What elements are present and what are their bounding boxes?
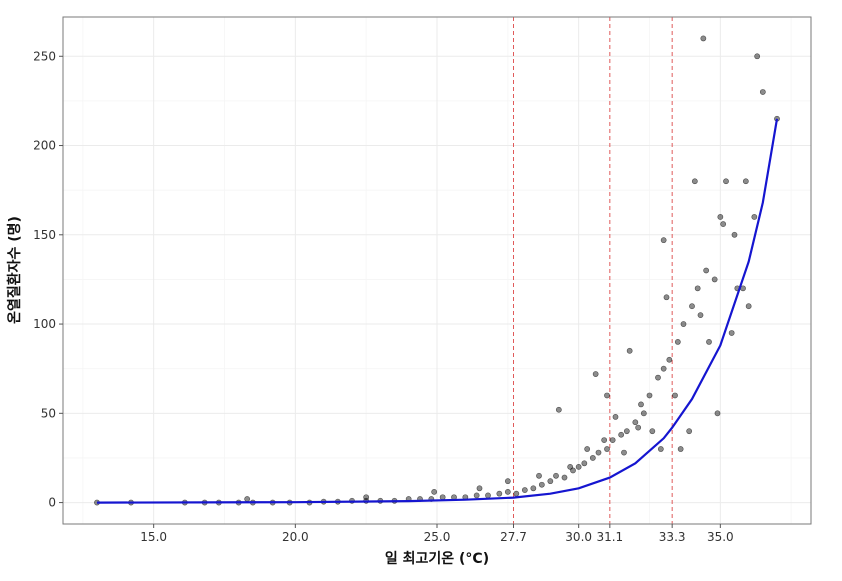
- data-point: [742, 178, 749, 185]
- data-point: [728, 330, 735, 336]
- data-point: [584, 446, 591, 452]
- data-point: [759, 89, 766, 95]
- data-point: [439, 494, 446, 501]
- x-tick-label: 27.7: [500, 530, 527, 544]
- data-point: [674, 339, 681, 345]
- data-point: [536, 472, 542, 479]
- data-point: [731, 231, 738, 238]
- data-point: [666, 356, 673, 363]
- data-point: [431, 488, 438, 495]
- data-point: [363, 494, 370, 501]
- y-tick-label: 200: [33, 139, 56, 153]
- x-tick-label: 33.3: [659, 530, 686, 544]
- data-point: [496, 490, 503, 497]
- data-point: [604, 392, 610, 399]
- data-point: [680, 321, 687, 327]
- data-point: [623, 428, 630, 435]
- data-point: [538, 481, 545, 488]
- x-axis-title: 일 최고기온 (°C): [385, 551, 489, 567]
- data-point: [714, 410, 721, 417]
- data-point: [745, 303, 752, 310]
- data-point: [621, 449, 627, 456]
- x-tick-label: 20.0: [282, 530, 309, 544]
- data-point: [649, 428, 656, 435]
- data-point: [655, 374, 661, 381]
- data-point: [754, 53, 761, 60]
- data-point: [697, 312, 704, 319]
- data-point: [672, 392, 678, 399]
- x-tick-label: 25.0: [424, 530, 451, 544]
- data-point: [561, 474, 568, 481]
- data-point: [663, 294, 670, 301]
- data-point: [632, 419, 639, 426]
- data-point: [595, 449, 602, 456]
- fit-curve: [96, 118, 779, 504]
- data-point: [604, 446, 610, 452]
- y-axis-title: 온열질환자수 (명): [6, 216, 23, 324]
- data-point: [720, 221, 727, 227]
- data-point: [618, 431, 625, 438]
- data-point: [703, 267, 710, 274]
- x-tick-label: 35.0: [707, 530, 734, 544]
- data-point: [476, 485, 483, 492]
- data-point: [626, 347, 633, 354]
- data-point: [686, 428, 693, 435]
- data-point: [723, 178, 729, 185]
- data-point: [711, 276, 718, 283]
- data-point: [530, 485, 537, 492]
- data-point: [592, 371, 599, 377]
- data-point: [521, 487, 528, 493]
- data-point: [751, 214, 758, 220]
- x-tick-label: 15.0: [140, 530, 167, 544]
- data-point: [677, 446, 684, 452]
- data-point: [601, 437, 608, 443]
- y-tick-label: 50: [41, 406, 56, 420]
- data-point: [547, 478, 554, 485]
- data-point: [581, 460, 588, 467]
- y-tick-label: 250: [33, 49, 56, 63]
- data-point: [635, 424, 642, 431]
- data-point: [612, 413, 619, 420]
- y-axis-ticks: 0 50 100 150 200 250: [33, 49, 63, 510]
- data-point: [717, 214, 724, 220]
- data-point: [706, 339, 712, 345]
- data-point: [700, 35, 707, 42]
- x-tick-label: 30.0: [565, 530, 592, 544]
- data-point: [504, 478, 511, 485]
- data-point: [575, 463, 582, 470]
- data-point: [689, 303, 695, 310]
- data-point: [660, 237, 667, 244]
- data-point: [244, 496, 251, 502]
- data-point: [504, 488, 511, 495]
- data-point: [555, 406, 562, 413]
- data-point: [694, 285, 701, 292]
- data-point: [638, 401, 644, 408]
- data-point: [640, 410, 647, 417]
- grid-major: [63, 17, 811, 524]
- y-tick-label: 0: [48, 496, 56, 510]
- data-point: [589, 455, 596, 461]
- data-point: [609, 437, 616, 443]
- data-point: [473, 492, 480, 499]
- scatter-points: [94, 35, 780, 506]
- data-point: [485, 492, 491, 499]
- data-point: [553, 472, 559, 479]
- data-point: [657, 446, 664, 452]
- data-point: [660, 365, 667, 372]
- x-axis-ticks: 15.0 20.0 25.0 27.7 30.0 31.1 33.3 35.0: [140, 524, 734, 544]
- data-point: [691, 178, 698, 185]
- x-tick-label: 31.1: [596, 530, 623, 544]
- data-point: [646, 392, 653, 399]
- y-tick-label: 100: [33, 317, 56, 331]
- data-point: [567, 463, 574, 470]
- data-point: [513, 490, 520, 497]
- y-tick-label: 150: [33, 228, 56, 242]
